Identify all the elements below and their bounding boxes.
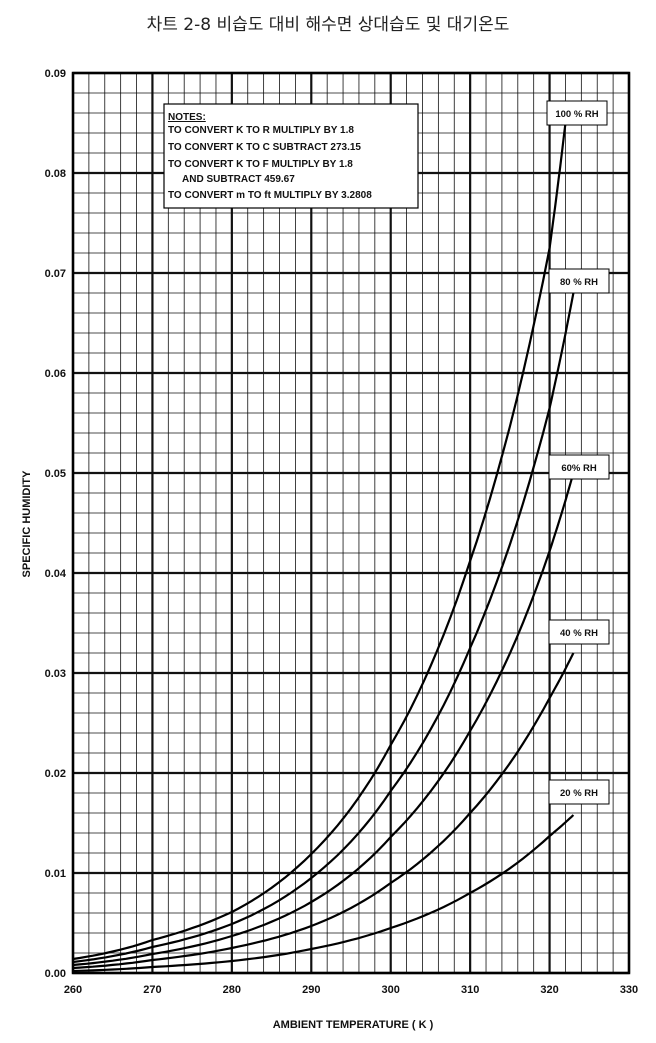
curve-label: 100 % RH [555, 109, 598, 120]
rh-curve [72, 814, 575, 973]
x-tick-label: 260 [64, 984, 82, 996]
rh-curve [72, 292, 575, 964]
x-tick-label: 320 [540, 984, 558, 996]
y-tick-label: 0.08 [45, 168, 66, 180]
note-line: AND SUBTRACT 459.67 [182, 174, 295, 185]
note-line: TO CONVERT K TO C SUBTRACT 273.15 [168, 142, 361, 153]
y-tick-label: 0.02 [45, 768, 66, 780]
y-tick-label: 0.05 [45, 468, 66, 480]
x-tick-label: 270 [143, 984, 161, 996]
x-tick-label: 310 [461, 984, 479, 996]
y-tick-label: 0.03 [45, 668, 66, 680]
curve-label: 80 % RH [560, 277, 598, 288]
x-tick-label: 330 [620, 984, 638, 996]
y-axis-label: SPECIFIC HUMIDITY [21, 470, 33, 578]
note-line: TO CONVERT K TO R MULTIPLY BY 1.8 [168, 125, 354, 136]
curve-label-box [548, 268, 610, 294]
y-tick-label: 0.00 [45, 968, 66, 980]
curve-label-box [548, 619, 610, 645]
curve-label-box [548, 454, 610, 480]
rh-curve [72, 652, 575, 970]
y-tick-label: 0.04 [45, 568, 67, 580]
rh-curve [72, 122, 567, 961]
page-title: 차트 2-8 비습도 대비 해수면 상대습도 및 대기온도 [146, 15, 510, 35]
rh-curve [72, 472, 575, 967]
curve-label-box [546, 100, 608, 126]
notes-box: NOTES: TO CONVERT K TO R MULTIPLY BY 1.8 T… [163, 103, 419, 209]
grid [71, 71, 631, 975]
x-tick-label: 300 [382, 984, 400, 996]
notes-frame [163, 103, 419, 209]
x-tick-label: 280 [223, 984, 241, 996]
note-line: NOTES: [168, 112, 206, 123]
curves [72, 122, 575, 973]
x-tick-label: 290 [302, 984, 320, 996]
y-tick-label: 0.09 [45, 68, 66, 80]
plot-frame [71, 71, 631, 975]
curve-label: 40 % RH [560, 628, 598, 639]
curve-label-box [548, 779, 610, 805]
x-axis-label: AMBIENT TEMPERATURE ( K ) [273, 1019, 434, 1031]
y-tick-label: 0.06 [45, 368, 66, 380]
y-tick-label: 0.01 [45, 868, 66, 880]
curve-labels: 100 % RH 80 % RH 60% RH 40 % RH 20 % RH [546, 100, 610, 805]
note-line: TO CONVERT K TO F MULTIPLY BY 1.8 [168, 159, 353, 170]
note-line: TO CONVERT m TO ft MULTIPLY BY 3.2808 [168, 190, 372, 201]
y-tick-label: 0.07 [45, 268, 66, 280]
y-tick-labels: 0.00 0.01 0.02 0.03 0.04 0.05 0.06 0.07 0.08 0.09 [45, 68, 67, 980]
curve-label: 20 % RH [560, 788, 598, 799]
curve-label: 60% RH [561, 463, 597, 474]
x-tick-labels: 260 270 280 290 300 310 320 330 [64, 984, 638, 996]
